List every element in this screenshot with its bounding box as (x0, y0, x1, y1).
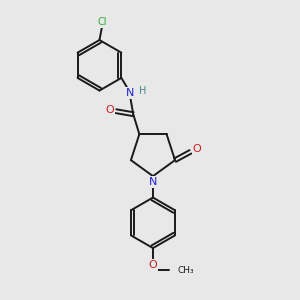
Text: O: O (105, 105, 114, 115)
Text: CH₃: CH₃ (177, 266, 194, 275)
Text: Cl: Cl (97, 17, 106, 27)
Text: H: H (139, 86, 146, 96)
Text: N: N (149, 177, 157, 187)
Text: O: O (193, 144, 201, 154)
Text: N: N (126, 88, 134, 98)
Text: O: O (148, 260, 157, 270)
